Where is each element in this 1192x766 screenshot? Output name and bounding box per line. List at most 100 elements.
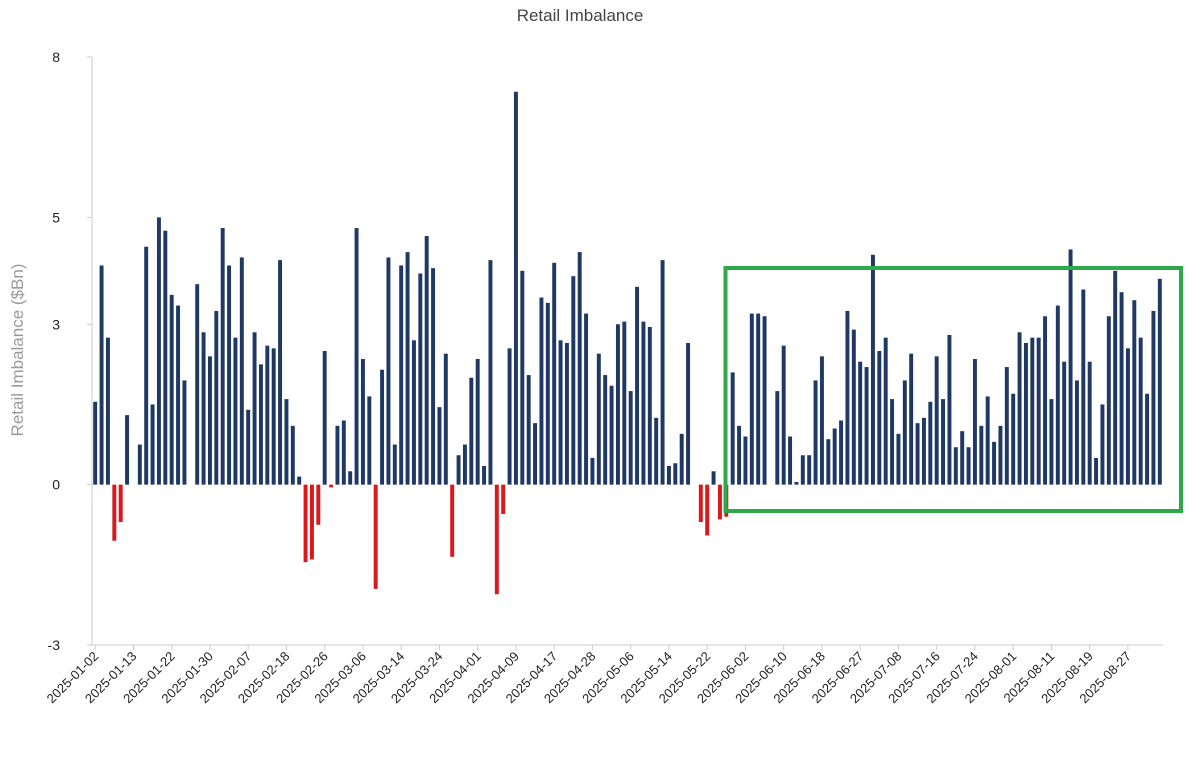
bar	[494, 484, 499, 595]
bar	[1081, 289, 1086, 485]
bar	[966, 447, 971, 485]
bar	[845, 310, 850, 485]
bar	[1062, 361, 1067, 485]
bar	[322, 351, 327, 485]
bar	[195, 284, 200, 485]
bar	[666, 465, 671, 485]
bar	[501, 484, 506, 515]
bars	[93, 91, 1162, 595]
bar	[169, 294, 174, 485]
bar	[762, 316, 767, 485]
bar	[1004, 367, 1009, 485]
bar	[896, 433, 901, 485]
bar	[1094, 457, 1099, 485]
bar	[539, 297, 544, 485]
bar	[749, 313, 754, 485]
bar	[545, 302, 550, 485]
bar	[1030, 337, 1035, 485]
bar	[360, 359, 365, 485]
bar	[431, 268, 436, 485]
y-tick-label: 5	[52, 209, 60, 225]
bar	[711, 471, 716, 485]
bar	[858, 361, 863, 485]
bar	[960, 431, 965, 485]
x-ticks: 2025-01-022025-01-132025-01-222025-01-30…	[44, 645, 1134, 706]
bar	[112, 484, 117, 541]
bar	[1100, 404, 1105, 485]
bar	[99, 265, 104, 485]
bar	[462, 444, 467, 485]
bar	[482, 465, 487, 485]
bar	[443, 353, 448, 485]
bar	[1157, 278, 1162, 485]
bar	[870, 254, 875, 485]
bar	[252, 332, 257, 485]
bar	[386, 257, 391, 485]
bar	[992, 441, 997, 485]
bar	[437, 407, 442, 485]
bar	[418, 273, 423, 485]
bar	[826, 439, 831, 485]
bar	[1125, 348, 1130, 485]
bar	[316, 484, 321, 525]
bar	[1119, 292, 1124, 485]
bar	[622, 321, 627, 485]
bar	[380, 369, 385, 485]
bar	[1017, 332, 1022, 485]
bar	[526, 375, 531, 485]
bar	[93, 401, 98, 485]
bar	[883, 337, 888, 485]
bar	[679, 433, 684, 485]
bar	[743, 436, 748, 485]
bar	[520, 270, 525, 485]
bar	[399, 265, 404, 485]
bar	[577, 252, 582, 485]
bar	[698, 484, 703, 523]
bar	[1055, 305, 1060, 485]
bar	[705, 484, 710, 536]
bar	[686, 342, 691, 485]
bar	[335, 425, 340, 485]
bar	[348, 471, 353, 485]
bar	[329, 484, 334, 488]
bar	[972, 359, 977, 485]
bar	[450, 484, 455, 557]
bar	[290, 425, 295, 485]
bar	[921, 417, 926, 485]
bar	[405, 252, 410, 485]
bar	[947, 334, 952, 485]
bar	[1145, 393, 1150, 485]
bar	[934, 356, 939, 485]
bar	[488, 260, 493, 485]
bar	[673, 463, 678, 485]
bar	[558, 340, 563, 485]
bar	[864, 367, 869, 485]
bar	[615, 324, 620, 485]
bar	[794, 481, 799, 485]
bar	[220, 228, 225, 485]
bar	[118, 484, 123, 523]
y-ticks: 8 5 3 0 -3	[48, 49, 92, 653]
bar	[214, 310, 219, 485]
bar	[647, 326, 652, 485]
bar	[1049, 399, 1054, 485]
chart-title: Retail Imbalance	[516, 6, 644, 25]
bar	[928, 401, 933, 485]
bar	[641, 321, 646, 485]
bar	[456, 455, 461, 485]
bar	[839, 420, 844, 485]
bar	[367, 396, 372, 485]
bar	[596, 353, 601, 485]
bar	[552, 262, 557, 485]
bar	[176, 305, 181, 485]
bar	[341, 420, 346, 485]
bar	[832, 428, 837, 485]
bar	[233, 337, 238, 485]
highlight-box	[723, 266, 1183, 513]
bar	[877, 351, 882, 485]
bar	[775, 391, 780, 485]
bar	[1106, 316, 1111, 485]
bar	[1043, 316, 1048, 485]
bar	[571, 276, 576, 485]
